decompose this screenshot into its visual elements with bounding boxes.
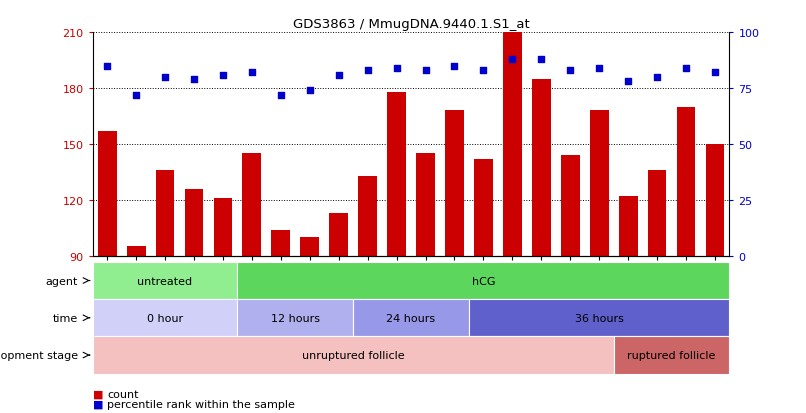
Point	[332, 72, 345, 79]
Bar	[387, 93, 406, 256]
Bar	[93, 337, 613, 374]
Bar	[98, 131, 117, 256]
Bar	[127, 247, 146, 256]
Point	[621, 79, 634, 85]
Point	[361, 68, 374, 74]
Text: hCG: hCG	[472, 276, 495, 286]
Bar	[301, 237, 319, 256]
Text: unruptured follicle: unruptured follicle	[302, 350, 405, 360]
Point	[130, 92, 143, 99]
Bar	[416, 154, 435, 256]
Bar	[243, 154, 261, 256]
Point	[708, 70, 721, 76]
Bar	[590, 111, 609, 256]
Point	[592, 65, 605, 72]
Bar	[238, 262, 729, 299]
Bar	[185, 189, 203, 256]
Bar	[676, 107, 696, 256]
Point	[448, 63, 461, 70]
Bar	[93, 299, 238, 337]
Bar	[503, 33, 521, 256]
Bar	[358, 176, 377, 256]
Bar	[156, 171, 174, 256]
Bar	[272, 230, 290, 256]
Bar	[474, 159, 492, 256]
Text: 24 hours: 24 hours	[387, 313, 435, 323]
Bar	[613, 337, 729, 374]
Point	[159, 74, 172, 81]
Bar	[330, 213, 348, 256]
Point	[245, 70, 258, 76]
Text: ■: ■	[93, 389, 103, 399]
Bar	[445, 111, 464, 256]
Point	[217, 72, 230, 79]
Point	[390, 65, 403, 72]
Point	[477, 68, 490, 74]
Text: ■: ■	[93, 399, 103, 409]
Bar	[353, 299, 469, 337]
Point	[101, 63, 114, 70]
Title: GDS3863 / MmugDNA.9440.1.S1_at: GDS3863 / MmugDNA.9440.1.S1_at	[293, 17, 530, 31]
Text: time: time	[53, 313, 78, 323]
Bar	[469, 299, 729, 337]
Bar	[648, 171, 667, 256]
Bar	[214, 198, 232, 256]
Text: 0 hour: 0 hour	[147, 313, 183, 323]
Point	[535, 57, 548, 63]
Point	[650, 74, 663, 81]
Point	[564, 68, 577, 74]
Point	[188, 76, 201, 83]
Point	[679, 65, 692, 72]
Bar	[532, 79, 550, 256]
Bar	[93, 262, 238, 299]
Text: ruptured follicle: ruptured follicle	[627, 350, 716, 360]
Text: count: count	[107, 389, 139, 399]
Point	[303, 88, 316, 94]
Bar	[619, 197, 638, 256]
Point	[506, 57, 519, 63]
Text: 12 hours: 12 hours	[271, 313, 320, 323]
Text: untreated: untreated	[138, 276, 193, 286]
Point	[419, 68, 432, 74]
Text: agent: agent	[46, 276, 78, 286]
Bar	[561, 156, 580, 256]
Bar	[238, 299, 353, 337]
Point	[274, 92, 287, 99]
Text: percentile rank within the sample: percentile rank within the sample	[107, 399, 295, 409]
Bar	[705, 145, 725, 256]
Text: development stage: development stage	[0, 350, 78, 360]
Text: 36 hours: 36 hours	[575, 313, 624, 323]
